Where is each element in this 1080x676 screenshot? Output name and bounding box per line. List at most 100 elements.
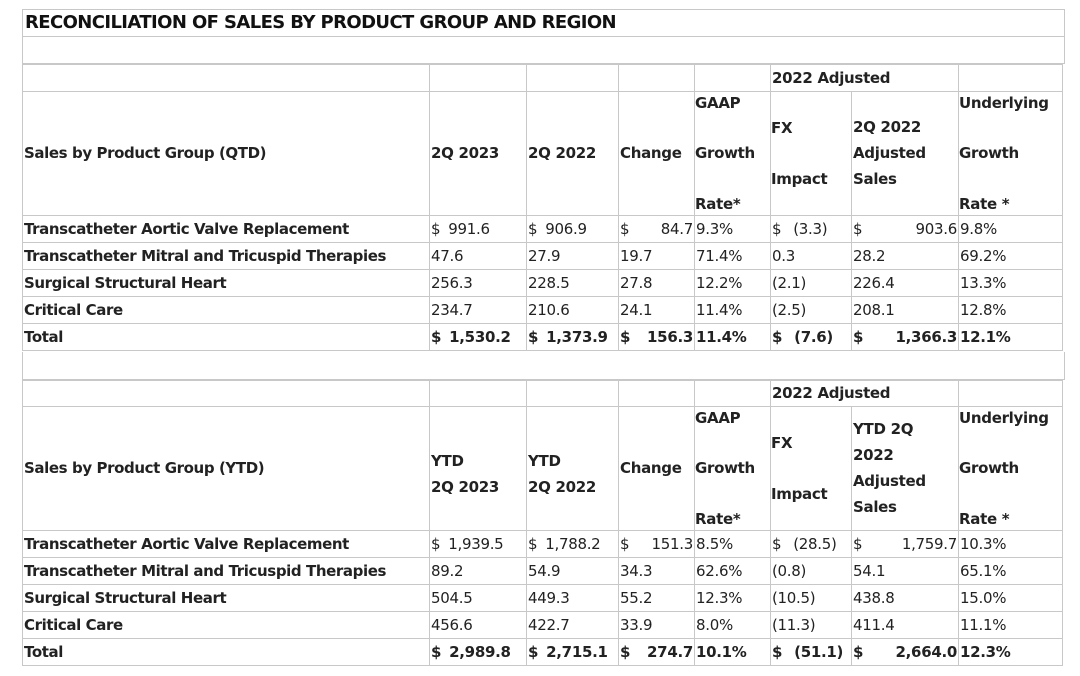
- adj-cell: 438.8: [851, 584, 959, 612]
- adj-value: 2,664.0: [895, 642, 958, 661]
- cur-cell: 504.5: [429, 584, 527, 612]
- fx-cell: $ (7.6): [770, 323, 852, 351]
- gaap-header-line: Rate*: [695, 194, 741, 213]
- currency-symbol: $: [431, 219, 441, 238]
- prior-period-header: YTD 2Q 2022: [526, 406, 619, 531]
- cur-cell: 234.7: [429, 296, 527, 324]
- report-title: RECONCILIATION OF SALES BY PRODUCT GROUP…: [25, 12, 617, 33]
- adj-value: 1,366.3: [895, 327, 958, 346]
- spacer-row: [22, 37, 1065, 64]
- adjusted-header-line: Sales: [853, 498, 897, 516]
- prior-cell: 449.3: [526, 584, 619, 612]
- currency-symbol: $: [772, 642, 783, 661]
- report-title-bar: RECONCILIATION OF SALES BY PRODUCT GROUP…: [22, 9, 1065, 37]
- chg-cell: $274.7: [618, 638, 695, 666]
- qtd-column-header-row: Sales by Product Group (QTD) 2Q 2023 2Q …: [22, 91, 1063, 216]
- cur-cell: $991.6: [429, 215, 527, 243]
- cur-cell: 456.6: [429, 611, 527, 639]
- prior-header-line: YTD: [528, 452, 561, 470]
- adjusted-header-line: YTD 2Q: [853, 420, 914, 438]
- current-header-line: YTD: [431, 452, 464, 470]
- prior-period-header: 2Q 2022: [526, 91, 619, 216]
- fx-impact-header: FX Impact: [770, 91, 852, 216]
- cur-cell: $1,939.5: [429, 530, 527, 558]
- currency-symbol: $: [853, 534, 863, 553]
- prior-cell: 54.9: [526, 557, 619, 585]
- adjusted-header-line: Sales: [853, 170, 897, 188]
- empty-cell: [618, 64, 695, 92]
- gaap-growth-cell: 71.4%: [694, 242, 771, 270]
- ytd-group-header-row: 2022 Adjusted: [22, 380, 1063, 407]
- gaap-header-line: Rate*: [695, 509, 741, 528]
- table-row: Surgical Structural Heart 504.5 449.3 55.2 1…: [22, 584, 1063, 612]
- product-group-label: Total: [22, 323, 430, 351]
- prior-value: 1,788.2: [545, 534, 601, 553]
- underlying-growth-cell: 15.0%: [958, 584, 1063, 612]
- total-row: Total $2,989.8 $2,715.1 $274.7 10.1% $ (51.1) $…: [22, 638, 1063, 666]
- prior-value: 2,715.1: [546, 642, 608, 661]
- adj-value: 1,759.7: [901, 534, 957, 553]
- chg-cell: 19.7: [618, 242, 695, 270]
- adj-cell: $903.6: [851, 215, 959, 243]
- chg-cell: $156.3: [618, 323, 695, 351]
- product-group-label: Surgical Structural Heart: [22, 584, 430, 612]
- fx-value: (51.1): [794, 642, 844, 661]
- underlying-growth-cell: 69.2%: [958, 242, 1063, 270]
- underlying-growth-cell: 12.3%: [958, 638, 1063, 666]
- product-group-label: Transcatheter Mitral and Tricuspid Thera…: [22, 242, 430, 270]
- adjusted-header-line: Adjusted: [853, 144, 926, 162]
- fx-value: (7.6): [794, 327, 833, 346]
- prior-cell: $906.9: [526, 215, 619, 243]
- adjusted-group-header: 2022 Adjusted: [770, 380, 959, 407]
- fx-cell: (0.8): [770, 557, 852, 585]
- chg-value: 84.7: [660, 219, 694, 238]
- gaap-growth-cell: 8.0%: [694, 611, 771, 639]
- chg-value: 151.3: [651, 534, 694, 553]
- spacer-row: [22, 352, 1065, 380]
- table-row: Transcatheter Aortic Valve Replacement $9…: [22, 215, 1063, 243]
- currency-symbol: $: [772, 327, 783, 346]
- current-header-line: 2Q 2023: [431, 478, 500, 496]
- prior-cell: 27.9: [526, 242, 619, 270]
- currency-symbol: $: [620, 219, 630, 238]
- adj-cell: $1,759.7: [851, 530, 959, 558]
- table-row: Critical Care 456.6 422.7 33.9 8.0% (11.3) 411…: [22, 611, 1063, 639]
- currency-symbol: $: [528, 534, 538, 553]
- currency-symbol: $: [431, 327, 442, 346]
- fx-cell: (11.3): [770, 611, 852, 639]
- adj-cell: 28.2: [851, 242, 959, 270]
- cur-value: 2,989.8: [449, 642, 511, 661]
- fx-cell: (10.5): [770, 584, 852, 612]
- product-group-label: Transcatheter Aortic Valve Replacement: [22, 530, 430, 558]
- product-group-header: Sales by Product Group (QTD): [22, 91, 430, 216]
- currency-symbol: $: [528, 327, 539, 346]
- cur-value: 1,939.5: [448, 534, 504, 553]
- fx-cell: (2.5): [770, 296, 852, 324]
- gaap-growth-cell: 62.6%: [694, 557, 771, 585]
- adj-cell: 226.4: [851, 269, 959, 297]
- chg-cell: 55.2: [618, 584, 695, 612]
- underlying-growth-cell: 10.3%: [958, 530, 1063, 558]
- underlying-growth-cell: 12.1%: [958, 323, 1063, 351]
- chg-cell: 24.1: [618, 296, 695, 324]
- empty-cell: [22, 64, 430, 92]
- table-row: Surgical Structural Heart 256.3 228.5 27.8 1…: [22, 269, 1063, 297]
- fx-header-line: Impact: [771, 169, 828, 188]
- underlying-header-line: Underlying: [959, 408, 1049, 427]
- cur-cell: 47.6: [429, 242, 527, 270]
- fx-header-line: Impact: [771, 484, 828, 503]
- empty-cell: [526, 380, 619, 407]
- cur-cell: 89.2: [429, 557, 527, 585]
- currency-symbol: $: [620, 534, 630, 553]
- gaap-header-line: Growth: [695, 459, 756, 477]
- fx-cell: (2.1): [770, 269, 852, 297]
- chg-cell: $151.3: [618, 530, 695, 558]
- table-row: Transcatheter Mitral and Tricuspid Thera…: [22, 242, 1063, 270]
- empty-cell: [958, 64, 1063, 92]
- currency-symbol: $: [528, 642, 539, 661]
- table-row: Critical Care 234.7 210.6 24.1 11.4% (2.5) 208…: [22, 296, 1063, 324]
- underlying-growth-header: Underlying Growth Rate *: [958, 91, 1063, 216]
- underlying-growth-cell: 12.8%: [958, 296, 1063, 324]
- currency-symbol: $: [853, 219, 863, 238]
- currency-symbol: $: [431, 642, 442, 661]
